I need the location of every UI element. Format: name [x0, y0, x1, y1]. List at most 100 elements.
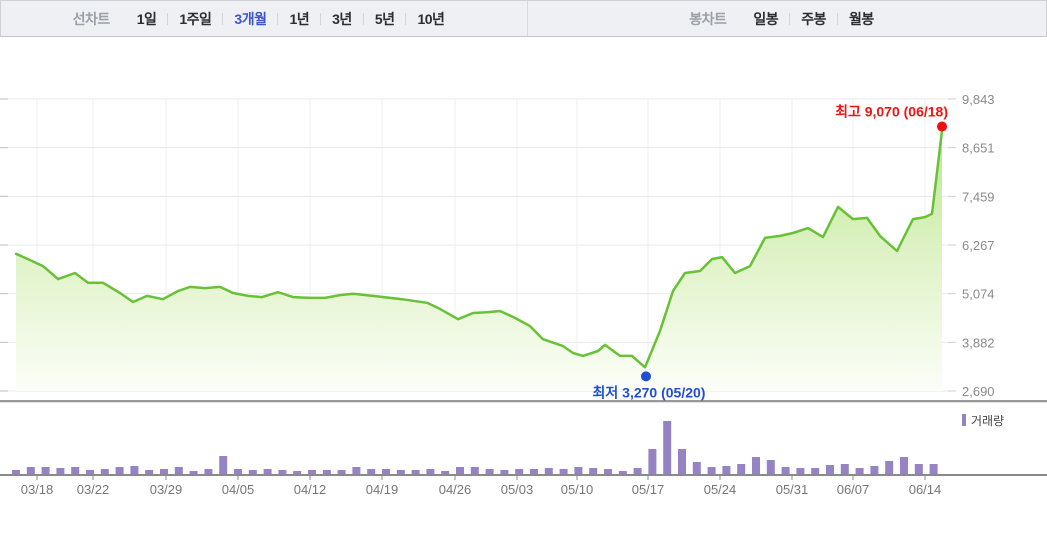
period-1y[interactable]: 1년: [289, 10, 310, 27]
price-line: [14, 129, 944, 369]
volume-bar: [470, 467, 479, 474]
min-price-label: 최저 3,270 (05/20): [593, 384, 706, 400]
volume-bar: [900, 457, 908, 474]
period-5y[interactable]: 5년: [374, 10, 395, 27]
toolbar-divider: [527, 1, 528, 36]
volume-bar: [130, 466, 139, 474]
y-axis-label: 2,690: [962, 384, 995, 399]
y-axis-label: 3,882: [962, 335, 995, 350]
annotations: 거래량 최고 9,070 (06/18) 최저 3,270 (05/20): [593, 104, 1005, 428]
period-1w[interactable]: 1주일: [179, 10, 212, 27]
volume-bar: [678, 449, 686, 474]
toolbar-item-divider: [362, 12, 364, 25]
price-area-fill: [16, 130, 942, 391]
toolbar-item-divider: [405, 12, 407, 25]
x-axis-label: 05/17: [632, 482, 665, 497]
volume-bars: [12, 421, 938, 474]
volume-bar: [145, 470, 154, 474]
toolbar-item-divider: [836, 12, 838, 25]
y-axis-label: 5,074: [962, 287, 995, 302]
volume-bar: [41, 467, 50, 474]
volume-bar: [515, 469, 524, 474]
volume-bar: [204, 469, 213, 474]
volume-bar: [411, 470, 420, 474]
volume-bar: [367, 469, 376, 474]
x-axis-label: 05/31: [776, 482, 809, 497]
toolbar-item-divider: [277, 12, 279, 25]
volume-bar: [559, 469, 568, 474]
period-3y[interactable]: 3년: [332, 10, 352, 27]
volume-bar: [12, 470, 20, 474]
volume-legend-icon: [962, 414, 966, 426]
volume-bar: [618, 471, 627, 474]
x-axis-label: 03/29: [150, 482, 183, 497]
toolbar-item-divider: [167, 12, 169, 25]
volume-bar: [914, 464, 923, 474]
volume-bar: [100, 469, 109, 474]
volume-bar: [885, 461, 894, 474]
volume-bar: [781, 467, 790, 474]
volume-bar: [826, 465, 834, 474]
volume-bar: [633, 468, 642, 474]
y-axis-label: 9,843: [962, 92, 995, 107]
volume-bar: [456, 467, 464, 474]
toolbar-item-divider: [222, 12, 224, 25]
volume-bar: [352, 467, 361, 474]
y-axis-label: 7,459: [962, 189, 995, 204]
candle-chart-controls: 봉차트 일봉 주봉 월봉: [528, 1, 1046, 36]
x-axis-label: 05/24: [704, 482, 737, 497]
volume-bar: [278, 470, 287, 474]
period-10y[interactable]: 10년: [417, 10, 445, 27]
line-chart-label: 선차트: [72, 10, 111, 27]
volume-bar: [574, 467, 583, 474]
volume-bar: [293, 471, 302, 474]
x-axis-label: 04/26: [439, 482, 472, 497]
candle-chart-label: 봉차트: [689, 10, 727, 27]
volume-bar: [26, 467, 35, 474]
y-axis-label: 8,651: [962, 141, 995, 156]
volume-bar: [308, 470, 316, 474]
price-area: [14, 129, 944, 391]
volume-legend-label: 거래량: [971, 414, 1004, 428]
volume-bar: [752, 457, 760, 474]
volume-bar: [811, 468, 820, 474]
period-3m[interactable]: 3개월: [234, 10, 267, 27]
line-chart-items: 1일 1주일 3개월 1년 3년 5년 10년: [126, 9, 456, 29]
volume-bar: [174, 467, 183, 474]
candle-monthly[interactable]: 월봉: [848, 10, 874, 27]
min-price-dot: [641, 371, 651, 382]
volume-bar: [115, 467, 124, 474]
candle-weekly[interactable]: 주봉: [801, 10, 826, 27]
volume-bar: [604, 469, 612, 474]
volume-bar: [766, 460, 775, 474]
volume-bar: [929, 464, 938, 474]
volume-bar: [189, 471, 198, 474]
volume-bar: [544, 468, 553, 474]
axes: 9,843 8,651 7,459 6,267 5,074 3,882 2,690 03/18…: [0, 92, 1047, 497]
volume-bar: [530, 469, 538, 474]
volume-bar: [248, 470, 257, 474]
toolbar-item-divider: [789, 12, 791, 25]
volume-bar: [722, 466, 731, 474]
volume-bar: [382, 469, 390, 474]
x-axis-label: 04/05: [222, 482, 255, 497]
volume-bar: [855, 468, 864, 474]
chart-toolbar: 선차트 1일 1주일 3개월 1년 3년 5년 10년 봉차트 일봉 주봉 월봉: [0, 0, 1047, 37]
max-price-label: 최고 9,070 (06/18): [835, 104, 948, 120]
volume-bar: [86, 470, 94, 474]
volume-bar: [263, 469, 272, 474]
volume-bar: [426, 469, 435, 474]
x-axis-label: 04/19: [366, 482, 399, 497]
x-axis-label: 03/18: [21, 482, 54, 497]
volume-bar: [500, 470, 509, 474]
volume-bar: [663, 421, 672, 474]
volume-bar: [441, 471, 450, 474]
candle-daily[interactable]: 일봉: [753, 10, 779, 27]
max-price-dot: [937, 121, 947, 132]
stock-chart-svg: 9,843 8,651 7,459 6,267 5,074 3,882 2,690 03/18…: [0, 92, 1047, 497]
period-1d[interactable]: 1일: [136, 10, 157, 27]
volume-bar: [707, 467, 716, 474]
volume-bar: [160, 469, 168, 474]
volume-bar: [796, 468, 805, 474]
volume-bar: [737, 464, 746, 474]
